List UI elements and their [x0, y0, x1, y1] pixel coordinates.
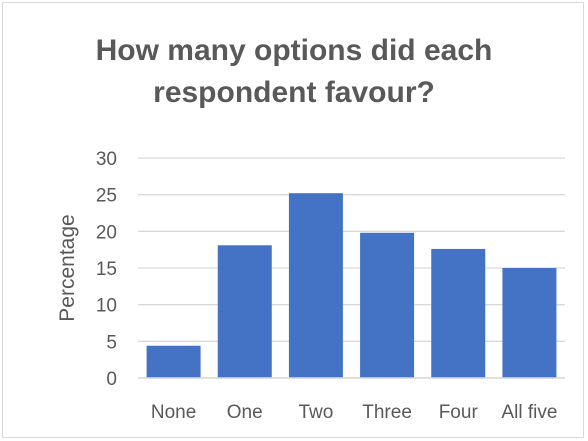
bar-one — [217, 245, 272, 378]
y-tick-label: 0 — [106, 369, 117, 390]
x-tick-label: All five — [501, 402, 557, 423]
y-axis-label: Percentage — [56, 214, 79, 321]
bar-two — [288, 193, 343, 378]
x-tick-label: None — [151, 402, 196, 423]
chart-title-line-1: How many options did each — [95, 34, 493, 67]
gridlines — [138, 157, 565, 379]
x-tick-label: Four — [439, 402, 479, 423]
y-tick-label: 30 — [96, 149, 117, 170]
x-tick-label: Two — [298, 402, 333, 423]
y-tick-label: 5 — [106, 332, 117, 353]
y-tick-labels: 0 5 10 15 20 25 30 — [96, 149, 117, 390]
bar-all-five — [502, 268, 557, 378]
y-tick-label: 25 — [96, 186, 117, 207]
bar-three — [360, 232, 415, 378]
bars — [146, 193, 557, 378]
chart-title: How many options did each respondent fav… — [0, 30, 588, 114]
y-tick-label: 10 — [96, 296, 117, 317]
x-tick-label: One — [227, 402, 263, 423]
y-tick-label: 15 — [96, 259, 117, 280]
chart-title-line-2: respondent favour? — [153, 76, 435, 109]
bar-four — [431, 248, 486, 378]
x-tick-label: Three — [362, 402, 412, 423]
y-tick-label: 20 — [96, 222, 117, 243]
x-tick-labels: None One Two Three Four All five — [151, 402, 558, 423]
bar-none — [146, 345, 201, 378]
